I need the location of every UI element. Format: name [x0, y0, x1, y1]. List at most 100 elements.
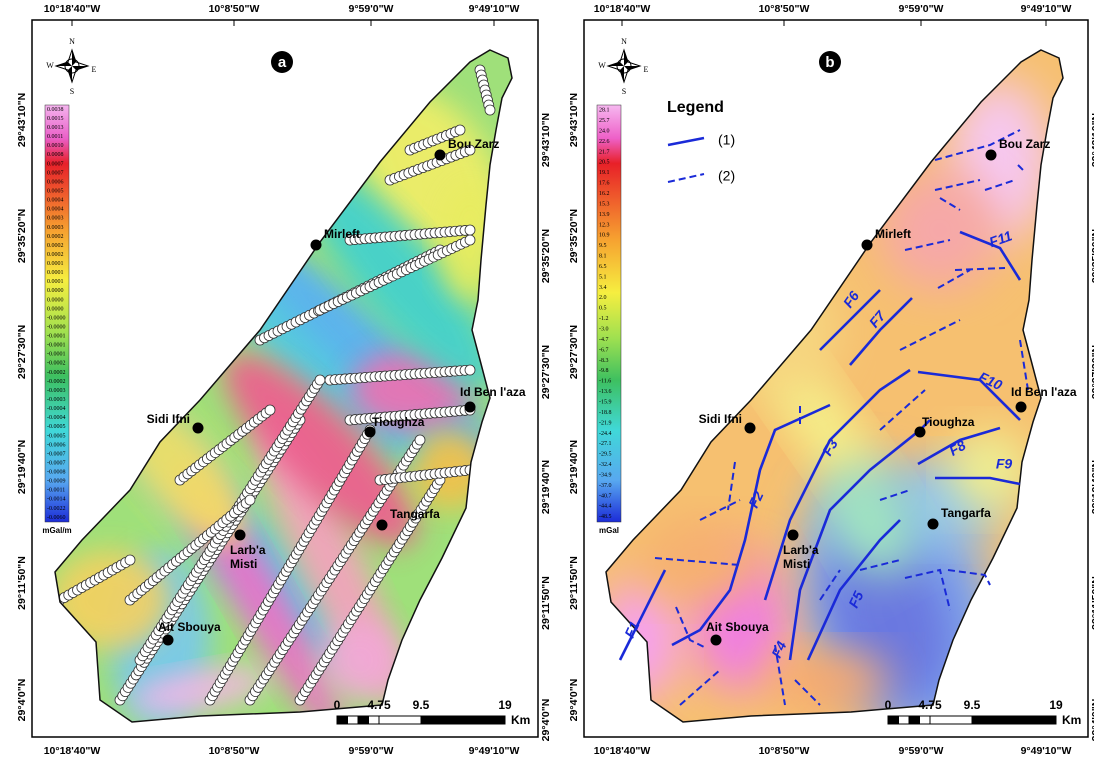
colorbar-label: -34.9 — [599, 472, 612, 478]
town-marker — [465, 402, 476, 413]
scale-unit: Km — [1062, 713, 1081, 727]
colorbar-label: -0.0001 — [47, 334, 66, 340]
scale-label: 19 — [1049, 698, 1063, 712]
colorbar-label: 17.6 — [599, 181, 610, 187]
scale-segment — [421, 716, 505, 724]
colorbar-label: 0.0006 — [47, 179, 64, 185]
station — [245, 495, 255, 505]
colorbar-label: 0.0008 — [47, 152, 64, 158]
colorbar-label: 0.0038 — [47, 107, 64, 113]
scale-label: 9.5 — [964, 698, 981, 712]
fault-label: F9 — [996, 456, 1013, 472]
colorbar-label: -0.0006 — [47, 442, 66, 448]
place-label: Bou Zarz — [448, 137, 499, 151]
colorbar-label: 0.0015 — [47, 116, 64, 122]
colorbar-label: -0.0007 — [47, 460, 66, 466]
colorbar-label: -21.9 — [599, 420, 612, 426]
scale-segment — [920, 716, 931, 724]
y-coord-label-left: 29°27'30"N — [568, 325, 580, 379]
colorbar-label: -15.9 — [599, 399, 612, 405]
station — [485, 105, 495, 115]
colorbar-label: 22.6 — [599, 139, 610, 145]
colorbar-label: -0.0014 — [47, 497, 66, 503]
scale-label: 4.75 — [367, 698, 391, 712]
town-marker — [193, 423, 204, 434]
colorbar-label: -0.0001 — [47, 343, 66, 349]
place-label: Mirleft — [324, 227, 360, 241]
colorbar-label: -8.3 — [599, 358, 609, 364]
scale-segment — [909, 716, 920, 724]
scale-segment — [358, 716, 369, 724]
station — [465, 365, 475, 375]
y-coord-label-left: 29°19'40"N — [568, 440, 580, 494]
figure: 10°18'40"W10°18'40"W10°8'50"W10°8'50"W9°… — [0, 0, 1094, 760]
y-coord-label-right: 29°4'0"N — [1090, 699, 1094, 742]
colorbar-label: -4.7 — [599, 337, 609, 343]
scale-segment — [348, 716, 359, 724]
y-coord-label-right: 29°27'30"N — [540, 345, 552, 399]
y-coord-label-right: 29°43'10"N — [540, 113, 552, 167]
x-coord-label-top: 9°49'10"W — [469, 3, 520, 15]
town-marker — [862, 240, 873, 251]
y-coord-label-left: 29°4'0"N — [568, 679, 580, 722]
y-coord-label-left: 29°35'20"N — [16, 209, 28, 263]
compass-letter: W — [598, 61, 606, 70]
compass-letter: E — [644, 65, 649, 74]
panel-label: b — [825, 54, 834, 71]
colorbar-label: 16.2 — [599, 191, 610, 197]
x-coord-label-top: 9°59'0"W — [349, 3, 394, 15]
place-label: Tangarfa — [941, 506, 991, 520]
colorbar-label: -18.8 — [599, 410, 612, 416]
colorbar-label: -0.0004 — [47, 415, 66, 421]
colorbar — [597, 105, 621, 522]
y-coord-label-right: 29°11'50"N — [1090, 576, 1094, 630]
colorbar-label: 0.0007 — [47, 161, 64, 167]
y-coord-label-right: 29°35'20"N — [1090, 229, 1094, 283]
colorbar-label: 6.5 — [599, 264, 607, 270]
place-label: Tioughza — [922, 415, 975, 429]
colorbar-label: -0.0005 — [47, 433, 66, 439]
colorbar-label: -27.1 — [599, 441, 612, 447]
colorbar-label: 5.1 — [599, 274, 607, 280]
legend-title: Legend — [667, 99, 724, 116]
scale-label: 0 — [334, 698, 341, 712]
station — [465, 235, 475, 245]
y-coord-label-right: 29°43'10"N — [1090, 113, 1094, 167]
scale-label: 19 — [498, 698, 512, 712]
y-coord-label-left: 29°4'0"N — [16, 679, 28, 722]
station — [415, 435, 425, 445]
scale-segment — [899, 716, 910, 724]
colorbar-label: 0.0000 — [47, 288, 64, 294]
scale-segment — [888, 716, 899, 724]
colorbar-label: 2.0 — [599, 295, 607, 301]
colorbar-label: 10.9 — [599, 233, 610, 239]
station — [455, 125, 465, 135]
station — [265, 405, 275, 415]
colorbar-label: 0.0007 — [47, 170, 64, 176]
place-label: Ait Sbouya — [158, 620, 221, 634]
colorbar-label: -0.0008 — [47, 470, 66, 476]
compass-letter: N — [69, 37, 75, 46]
compass-letter: E — [92, 65, 97, 74]
colorbar-label: -32.4 — [599, 462, 612, 468]
place-label: Sidi Ifni — [147, 412, 190, 426]
compass-letter: S — [622, 87, 626, 96]
colorbar-label: 3.4 — [599, 285, 607, 291]
colorbar-label: -0.0002 — [47, 379, 66, 385]
place-label: Id Ben l'aza — [1011, 385, 1077, 399]
colorbar-label: -0.0011 — [47, 488, 65, 494]
colorbar-label: -0.0022 — [47, 506, 66, 512]
x-coord-label-bottom: 9°49'10"W — [1021, 745, 1072, 757]
place-label: Sidi Ifni — [699, 412, 742, 426]
scale-segment — [337, 716, 348, 724]
x-coord-label-bottom: 9°59'0"W — [349, 745, 394, 757]
y-coord-label-left: 29°11'50"N — [16, 556, 28, 610]
colorbar-label: -48.5 — [599, 514, 612, 520]
town-marker — [311, 240, 322, 251]
town-marker — [711, 635, 722, 646]
x-coord-label-top: 9°59'0"W — [899, 3, 944, 15]
colorbar-label: 0.0004 — [47, 198, 64, 204]
scale-segment — [972, 716, 1056, 724]
x-coord-label-bottom: 9°59'0"W — [899, 745, 944, 757]
colorbar-label: -0.0009 — [47, 479, 66, 485]
